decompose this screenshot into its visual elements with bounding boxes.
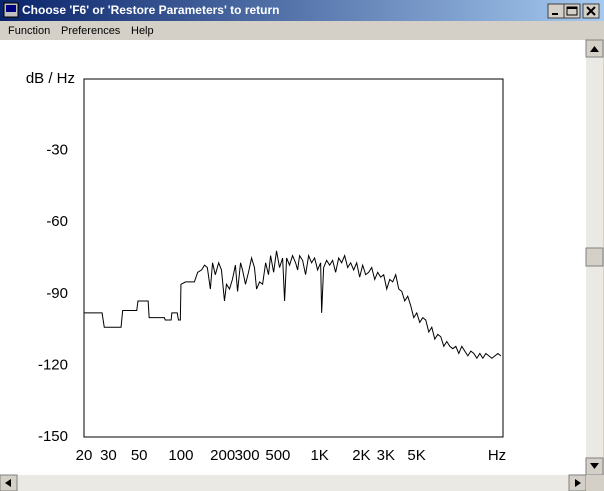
maximize-button[interactable]: [563, 3, 581, 19]
y-axis-label: dB / Hz: [26, 70, 75, 87]
x-tick-label: 300: [235, 447, 260, 464]
window-title: Choose 'F6' or 'Restore Parameters' to r…: [22, 3, 279, 17]
size-grip: [586, 475, 604, 491]
y-tick-label: -120: [38, 356, 68, 373]
x-tick-label: 200: [210, 447, 235, 464]
menu-item[interactable]: Function: [8, 25, 50, 37]
menu-item[interactable]: Help: [131, 25, 154, 37]
menu-bar: [0, 21, 604, 40]
close-button[interactable]: [582, 3, 600, 19]
x-tick-label: 2K: [352, 447, 370, 464]
x-tick-label: 50: [131, 447, 148, 464]
title-bar: [0, 0, 604, 21]
vertical-scrollbar[interactable]: [585, 39, 604, 476]
x-tick-label: 5K: [407, 447, 425, 464]
y-tick-label: -150: [38, 428, 68, 445]
minimize-button[interactable]: [547, 3, 565, 19]
y-tick-label: -30: [46, 142, 68, 159]
x-tick-label: 100: [168, 447, 193, 464]
spectrum-line: [83, 250, 502, 406]
x-tick-label: 1K: [310, 447, 328, 464]
x-tick-label: 30: [100, 447, 117, 464]
menu-item[interactable]: Preferences: [61, 25, 121, 37]
plot-frame: [83, 78, 504, 438]
x-tick-label: 3K: [377, 447, 395, 464]
x-tick-label: 20: [76, 447, 93, 464]
y-tick-label: -90: [46, 285, 68, 302]
x-axis-label: Hz: [488, 447, 506, 464]
app-icon-screen: [6, 5, 16, 12]
x-tick-label: 500: [265, 447, 290, 464]
y-tick-label: -60: [46, 213, 68, 230]
horizontal-scrollbar[interactable]: [0, 474, 587, 491]
